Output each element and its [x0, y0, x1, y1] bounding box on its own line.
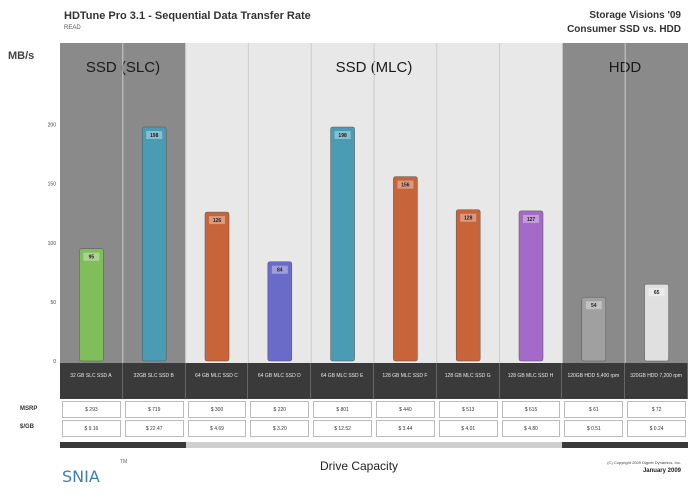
category-label: 128 GB MLC SSD H [499, 363, 563, 399]
bar-value-box [334, 131, 351, 139]
per-gb-cell: $ 0.24 [627, 420, 686, 437]
category-label: 128 GB MLC SSD F [374, 363, 437, 399]
per-gb-cell: $ 4.01 [438, 420, 498, 437]
bar [581, 296, 607, 362]
bar [79, 248, 104, 362]
bar [204, 211, 230, 362]
bar [267, 261, 293, 362]
per-gb-cell: $ 12.52 [313, 420, 372, 437]
price-table: $ 293 $ 719 $ 300 $ 220 $ 801 $ 440 $ 513 $ 615… [60, 401, 688, 439]
bar [141, 126, 167, 362]
date-text: January 2009 [642, 468, 681, 474]
x-axis-band [60, 442, 688, 448]
bar-value-label: 54 [591, 303, 597, 309]
category-label: 32GB SLC SSD B [122, 363, 186, 399]
y-tick-label: 50 [50, 300, 56, 306]
bar-value-label: 127 [527, 217, 536, 223]
per-gb-cell: $ 4.80 [501, 420, 561, 437]
category-label: 64 GB MLC SSD C [185, 363, 249, 399]
bar-value-box [397, 180, 414, 189]
msrp-cell: $ 719 [124, 401, 184, 418]
per-gb-cell: $ 3.20 [250, 420, 310, 437]
msrp-cell: $ 61 [564, 401, 624, 418]
msrp-cell: $ 220 [250, 401, 310, 418]
bar-value-label: 198 [150, 133, 159, 139]
y-axis: 0 50 100 150 200 [48, 123, 57, 363]
per-gb-row-label: $/GB [20, 424, 35, 430]
y-tick-label: 0 [53, 359, 56, 363]
bar-value-box [648, 288, 665, 297]
logo-trademark: TM [120, 459, 128, 465]
bar-value-label: 128 [464, 216, 473, 222]
bar-value-label: 126 [213, 218, 222, 224]
msrp-cell: $ 801 [313, 401, 372, 418]
event-label: Storage Visions '09 [589, 10, 681, 21]
msrp-cell: $ 293 [62, 401, 121, 418]
chart-subtitle: READ [64, 25, 81, 31]
category-label: 320GB HDD 7,200 rpm [625, 363, 688, 399]
msrp-cell: $ 300 [187, 401, 247, 418]
y-tick-label: 150 [48, 182, 57, 188]
bar [518, 210, 544, 362]
per-gb-cell: $ 9.16 [62, 420, 121, 437]
bar-value-box [460, 213, 477, 222]
per-gb-cell: $ 22.47 [124, 420, 184, 437]
y-tick-label: 100 [48, 241, 57, 247]
category-label: 64 GB MLC SSD D [248, 363, 312, 399]
bar-value-box [209, 216, 225, 225]
per-gb-cell: $ 4.69 [187, 420, 247, 437]
msrp-cell: $ 513 [438, 401, 498, 418]
msrp-cell: $ 615 [501, 401, 561, 418]
msrp-row-label: MSRP [20, 406, 38, 412]
per-gb-cell: $ 3.44 [376, 420, 435, 437]
per-gb-cell: $ 0.51 [564, 420, 624, 437]
category-labels-band: 32 GB SLC SSD A 32GB SLC SSD B 64 GB MLC S… [60, 363, 688, 399]
bar-value-box [585, 301, 602, 310]
bar [455, 209, 481, 362]
bar-value-label: 156 [401, 183, 410, 189]
y-axis-label: MB/s [8, 50, 35, 62]
bar-value-box [271, 265, 288, 274]
category-label: 128 GB MLC SSD G [436, 363, 500, 399]
bar-value-box [83, 252, 100, 261]
bar-value-label: 65 [654, 290, 660, 296]
category-label: 120GB HDD 5,400 rpm [562, 363, 626, 399]
comparison-label: Consumer SSD vs. HDD [567, 24, 681, 35]
bar-value-box [146, 131, 163, 139]
bar-value-label: 95 [89, 255, 95, 261]
bar-value-box [523, 214, 539, 223]
bar-value-label: 198 [338, 133, 347, 139]
bar [330, 126, 355, 362]
bar-value-label: 84 [277, 268, 283, 274]
chart-title: HDTune Pro 3.1 - Sequential Data Transfe… [64, 10, 311, 22]
bar-chart-svg: 95 198 126 84 198 156 128 127 54 65 [79, 43, 669, 363]
copyright-text: (C) Copyright 2009 Dignet Dynamics, Inc. [607, 460, 681, 465]
bar [644, 283, 669, 362]
category-label: 64 GB MLC SSD E [311, 363, 374, 399]
category-label: 32 GB SLC SSD A [60, 363, 123, 399]
snia-logo: SNIA [62, 467, 100, 486]
msrp-cell: $ 72 [627, 401, 686, 418]
msrp-cell: $ 440 [376, 401, 435, 418]
plot-panel: SSD (SLC) SSD (MLC) HDD 95 198 126 84 198 156… [60, 43, 688, 363]
y-tick-label: 200 [48, 123, 57, 129]
x-axis-label: Drive Capacity [320, 459, 399, 473]
bar [393, 176, 418, 362]
